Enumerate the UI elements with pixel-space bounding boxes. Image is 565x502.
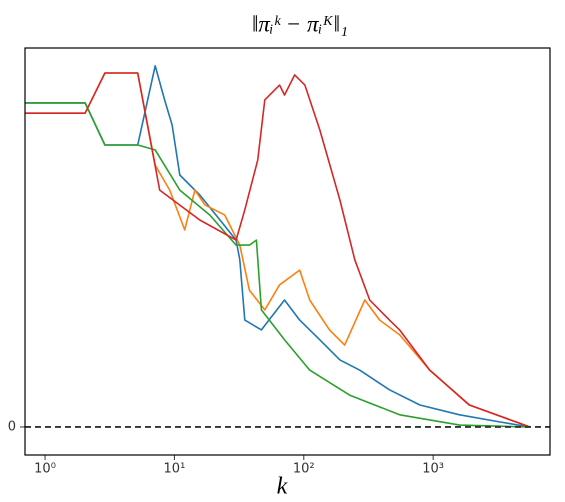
x-tick-label: 10² <box>293 462 315 477</box>
series-line <box>25 65 531 428</box>
series-line <box>25 102 531 428</box>
plot-frame <box>24 47 551 456</box>
x-tick-label: 10¹ <box>164 462 186 477</box>
x-tick-label: 10³ <box>422 462 444 477</box>
series-line <box>25 72 531 428</box>
y-tick-label: 0 <box>8 419 16 434</box>
series-line <box>25 72 531 428</box>
x-axis-label: k <box>277 474 288 500</box>
chart-title: ‖πᵢᵏ − πᵢᴷ‖₁ <box>252 11 348 36</box>
x-tick-label: 10⁰ <box>34 462 56 477</box>
